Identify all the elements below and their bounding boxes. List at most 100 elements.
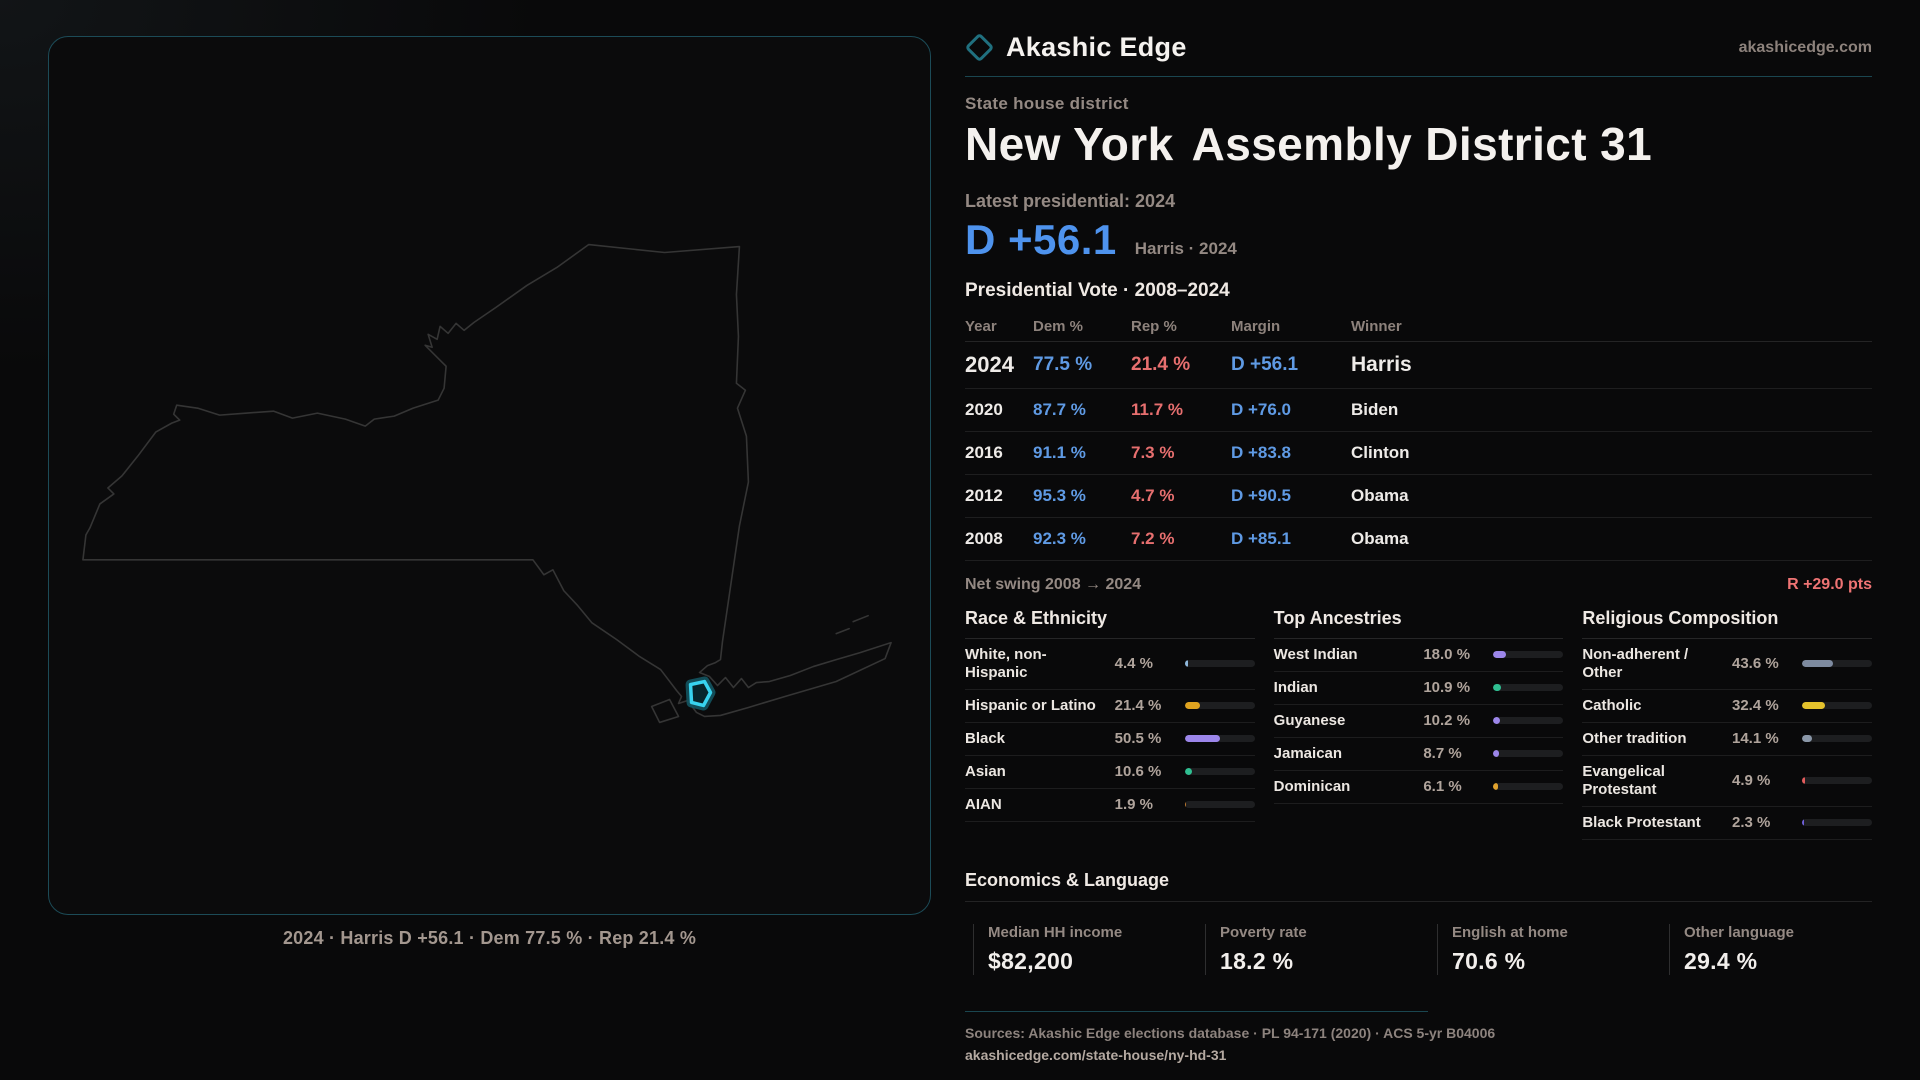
brand-name: Akashic Edge bbox=[1006, 32, 1187, 62]
vote-rep-cell: 7.2 % bbox=[1131, 528, 1175, 548]
vote-header-cell: Winner bbox=[1351, 317, 1402, 335]
page-title: New York Assembly District 31 bbox=[965, 119, 1872, 170]
vote-header-row: Year Dem % Rep % Margin Winner bbox=[965, 312, 1872, 342]
site-link[interactable]: akashicedge.com bbox=[1738, 38, 1872, 56]
kicker: State house district bbox=[965, 94, 1129, 113]
demo-value: 6.1 % bbox=[1423, 778, 1462, 796]
demo-bar-track bbox=[1801, 735, 1872, 743]
net-swing-label: Net swing 2008 → 2024 bbox=[965, 575, 1142, 593]
demo-title: Top Ancestries bbox=[1273, 608, 1564, 639]
demo-bar-track bbox=[1801, 819, 1872, 827]
vote-header-cell: Year bbox=[965, 317, 997, 335]
demo-bar-track bbox=[1493, 750, 1564, 758]
demo-label: AIAN bbox=[965, 795, 1002, 813]
vote-rep-cell: 21.4 % bbox=[1131, 353, 1191, 375]
demo-bar-fill bbox=[1184, 660, 1188, 668]
demo-bar-fill bbox=[1184, 702, 1200, 710]
staten-island-outline bbox=[650, 698, 680, 724]
demo-label: Black Protestant bbox=[1582, 813, 1701, 831]
demo-bar-track bbox=[1184, 801, 1255, 809]
stat-block: Median HH income $82,200 bbox=[973, 923, 1205, 975]
latest-row: D +56.1 Harris · 2024 bbox=[965, 216, 1872, 264]
demo-bar-track bbox=[1184, 768, 1255, 776]
economics-title: Economics & Language bbox=[965, 870, 1872, 902]
demo-label: Asian bbox=[965, 762, 1006, 780]
demo-label: Indian bbox=[1273, 678, 1318, 696]
demo-column-religion: Religious Composition Non-adherent / Othe… bbox=[1582, 608, 1872, 840]
demo-title: Race & Ethnicity bbox=[965, 608, 1255, 639]
demo-bar-fill bbox=[1801, 819, 1804, 827]
vote-dem-cell: 95.3 % bbox=[1033, 485, 1086, 505]
vote-table-title: Presidential Vote · 2008–2024 bbox=[965, 279, 1230, 301]
demo-row: Dominican 6.1 % bbox=[1273, 771, 1564, 804]
demo-bar-fill bbox=[1493, 750, 1500, 758]
vote-rep-cell: 4.7 % bbox=[1131, 485, 1175, 505]
vote-year-cell: 2008 bbox=[965, 528, 1003, 548]
demo-bar-track bbox=[1493, 651, 1564, 659]
demo-bar-track bbox=[1493, 783, 1564, 791]
demo-row: Black Protestant 2.3 % bbox=[1582, 807, 1872, 840]
demo-label: Other tradition bbox=[1582, 729, 1687, 747]
demo-bar-fill bbox=[1493, 783, 1498, 791]
demo-column-race: Race & Ethnicity White, non-Hispanic 4.4 %… bbox=[965, 608, 1255, 840]
demo-bar-fill bbox=[1184, 735, 1220, 743]
vote-row: 2020 87.7 % 11.7 % D +76.0 Biden bbox=[965, 389, 1872, 432]
demo-bar-fill bbox=[1801, 735, 1812, 743]
vote-winner-cell: Clinton bbox=[1351, 442, 1410, 462]
source-url-link[interactable]: akashicedge.com/state-house/ny-hd-31 bbox=[965, 1046, 1227, 1063]
demo-label: Guyanese bbox=[1273, 711, 1346, 729]
stat-block: Other language 29.4 % bbox=[1669, 923, 1872, 975]
detail-panel: Akashic Edge akashicedge.com State house… bbox=[964, 0, 1872, 1063]
demo-label: Non-adherent / Other bbox=[1582, 645, 1689, 681]
demo-value: 18.0 % bbox=[1423, 646, 1471, 664]
stat-block: Poverty rate 18.2 % bbox=[1205, 923, 1437, 975]
vote-winner-cell: Obama bbox=[1351, 528, 1409, 548]
vote-dem-cell: 87.7 % bbox=[1033, 399, 1086, 419]
demo-value: 10.9 % bbox=[1423, 679, 1471, 697]
demo-value: 21.4 % bbox=[1114, 697, 1162, 715]
demo-value: 14.1 % bbox=[1731, 730, 1779, 748]
vote-header-cell: Dem % bbox=[1033, 317, 1084, 335]
stat-block: English at home 70.6 % bbox=[1437, 923, 1669, 975]
demo-bar-track bbox=[1801, 777, 1872, 785]
state-map bbox=[82, 243, 892, 724]
stat-label: English at home bbox=[1452, 923, 1568, 941]
demo-bar-fill bbox=[1493, 717, 1501, 725]
demo-bar-fill bbox=[1184, 801, 1186, 809]
demo-bar-fill bbox=[1801, 777, 1806, 785]
demo-column-ancestry: Top Ancestries West Indian 18.0 % Indian 10.… bbox=[1273, 608, 1564, 840]
stat-label: Poverty rate bbox=[1220, 923, 1307, 941]
vote-year-cell: 2024 bbox=[965, 351, 1014, 377]
demo-value: 43.6 % bbox=[1731, 655, 1779, 673]
vote-row: 2008 92.3 % 7.2 % D +85.1 Obama bbox=[965, 518, 1872, 561]
latest-margin: D +56.1 bbox=[965, 215, 1117, 263]
stat-value: 18.2 % bbox=[1220, 947, 1294, 974]
demo-row: Asian 10.6 % bbox=[965, 756, 1255, 789]
latest-detail: Harris · 2024 bbox=[1134, 238, 1237, 258]
vote-winner-cell: Obama bbox=[1351, 485, 1409, 505]
demo-value: 10.6 % bbox=[1114, 763, 1162, 781]
demo-value: 2.3 % bbox=[1731, 814, 1771, 832]
small-islands-outline bbox=[835, 614, 869, 635]
demo-value: 4.4 % bbox=[1114, 655, 1154, 673]
demo-row: Hispanic or Latino 21.4 % bbox=[965, 690, 1255, 723]
demo-bar-fill bbox=[1801, 660, 1833, 668]
vote-row: 2016 91.1 % 7.3 % D +83.8 Clinton bbox=[965, 432, 1872, 475]
demo-bar-track bbox=[1801, 702, 1872, 710]
demo-bar-track bbox=[1801, 660, 1872, 668]
demo-bar-fill bbox=[1493, 684, 1501, 692]
district-marker bbox=[685, 676, 716, 711]
latest-label: Latest presidential: 2024 bbox=[965, 190, 1176, 211]
stat-label: Other language bbox=[1684, 923, 1795, 941]
demo-value: 50.5 % bbox=[1114, 730, 1162, 748]
vote-rep-cell: 7.3 % bbox=[1131, 442, 1175, 462]
demo-bar-track bbox=[1493, 684, 1564, 692]
demo-label: Black bbox=[965, 729, 1006, 747]
vote-margin-cell: D +56.1 bbox=[1231, 353, 1299, 375]
stat-label: Median HH income bbox=[988, 923, 1123, 941]
demo-row: Black 50.5 % bbox=[965, 723, 1255, 756]
demo-title: Religious Composition bbox=[1582, 608, 1872, 639]
demo-row: AIAN 1.9 % bbox=[965, 789, 1255, 822]
demo-value: 4.9 % bbox=[1731, 772, 1771, 790]
